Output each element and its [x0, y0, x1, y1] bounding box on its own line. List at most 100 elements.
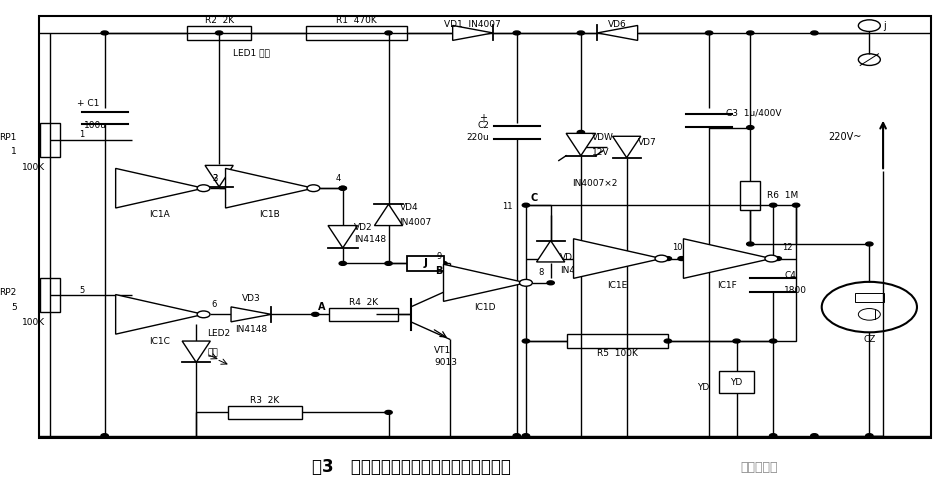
Text: + C1: + C1 — [77, 99, 99, 108]
Text: 4: 4 — [335, 174, 341, 183]
Polygon shape — [182, 341, 211, 363]
Text: 220V~: 220V~ — [828, 132, 862, 142]
Polygon shape — [574, 239, 662, 278]
Circle shape — [547, 281, 554, 285]
Circle shape — [747, 31, 754, 35]
Circle shape — [769, 339, 777, 343]
Bar — [228, 406, 301, 419]
Circle shape — [747, 125, 754, 129]
Text: C2: C2 — [478, 121, 489, 130]
Circle shape — [514, 31, 520, 35]
Bar — [526, 205, 796, 341]
Text: 绿色: 绿色 — [208, 348, 218, 358]
Text: C3  1u/400V: C3 1u/400V — [726, 108, 781, 118]
Text: 3: 3 — [211, 174, 217, 183]
Text: R2  2K: R2 2K — [205, 16, 234, 25]
Circle shape — [655, 255, 667, 262]
Text: 100u: 100u — [84, 121, 107, 130]
Text: YD: YD — [731, 378, 743, 387]
Circle shape — [792, 203, 800, 207]
Circle shape — [678, 257, 685, 261]
Polygon shape — [231, 307, 271, 322]
Text: R1  470K: R1 470K — [336, 16, 377, 25]
Text: 100K: 100K — [22, 318, 44, 327]
Text: +: + — [479, 113, 487, 123]
Text: R4  2K: R4 2K — [348, 298, 378, 307]
Text: VD7: VD7 — [637, 138, 656, 146]
Circle shape — [765, 255, 778, 262]
Polygon shape — [116, 295, 204, 334]
Circle shape — [385, 262, 392, 265]
Bar — [407, 256, 444, 271]
Circle shape — [312, 312, 319, 316]
Text: IC1C: IC1C — [149, 337, 170, 346]
Text: 1: 1 — [79, 130, 84, 140]
Text: CZ: CZ — [863, 335, 875, 344]
Text: LED1 红色: LED1 红色 — [233, 48, 270, 57]
Text: VD6: VD6 — [608, 20, 627, 29]
Circle shape — [522, 203, 530, 207]
Text: RP1: RP1 — [0, 133, 17, 142]
Text: 8: 8 — [539, 267, 544, 277]
Text: 1800: 1800 — [784, 285, 807, 295]
Text: IC1A: IC1A — [149, 210, 170, 220]
Polygon shape — [566, 133, 596, 156]
Bar — [854, 293, 884, 302]
Text: 12V: 12V — [592, 148, 610, 157]
Circle shape — [440, 262, 447, 265]
Text: VD4: VD4 — [399, 203, 418, 212]
Text: 11: 11 — [501, 202, 513, 211]
Text: 100K: 100K — [22, 163, 44, 172]
Text: 9: 9 — [436, 252, 442, 261]
Circle shape — [769, 257, 777, 261]
Circle shape — [665, 257, 671, 261]
Text: IC1D: IC1D — [474, 304, 496, 312]
Text: 1: 1 — [11, 147, 17, 156]
Polygon shape — [328, 225, 358, 248]
Polygon shape — [683, 239, 771, 278]
Circle shape — [577, 145, 584, 149]
Text: VD1  IN4007: VD1 IN4007 — [445, 20, 501, 29]
Text: 10: 10 — [672, 244, 683, 252]
Polygon shape — [205, 165, 233, 187]
Circle shape — [385, 31, 392, 35]
Text: 图3   市电电压双向越限报警保护器电路图: 图3 市电电压双向越限报警保护器电路图 — [312, 458, 511, 476]
Text: IN4007×2: IN4007×2 — [572, 179, 617, 188]
Text: R6  1M: R6 1M — [767, 191, 798, 200]
Text: C: C — [531, 193, 538, 203]
Circle shape — [339, 262, 346, 265]
Bar — [40, 122, 59, 157]
Text: IN4148: IN4148 — [560, 266, 592, 275]
Polygon shape — [444, 264, 526, 302]
Polygon shape — [116, 168, 204, 208]
Polygon shape — [598, 25, 637, 41]
Circle shape — [522, 339, 530, 343]
Bar — [719, 371, 754, 393]
Circle shape — [101, 434, 109, 438]
Circle shape — [519, 280, 532, 286]
Circle shape — [866, 434, 873, 438]
Circle shape — [101, 31, 109, 35]
Bar — [39, 16, 931, 438]
Polygon shape — [613, 136, 641, 158]
Circle shape — [769, 203, 777, 207]
Circle shape — [705, 31, 713, 35]
Text: IC1B: IC1B — [259, 210, 279, 220]
Circle shape — [866, 242, 873, 246]
Text: YD: YD — [697, 383, 709, 392]
Circle shape — [733, 339, 740, 343]
Circle shape — [307, 185, 320, 192]
Bar — [329, 307, 397, 321]
Text: VD5: VD5 — [560, 253, 579, 262]
Text: IN4148: IN4148 — [354, 235, 386, 244]
Bar — [187, 26, 251, 40]
Text: 9013: 9013 — [434, 358, 457, 367]
Text: VD3: VD3 — [242, 294, 261, 304]
Bar — [740, 181, 760, 210]
Circle shape — [665, 339, 671, 343]
Text: VDW: VDW — [592, 133, 614, 142]
Circle shape — [514, 434, 520, 438]
Text: IC1F: IC1F — [717, 281, 737, 290]
Circle shape — [811, 434, 818, 438]
Text: 5: 5 — [79, 285, 84, 295]
